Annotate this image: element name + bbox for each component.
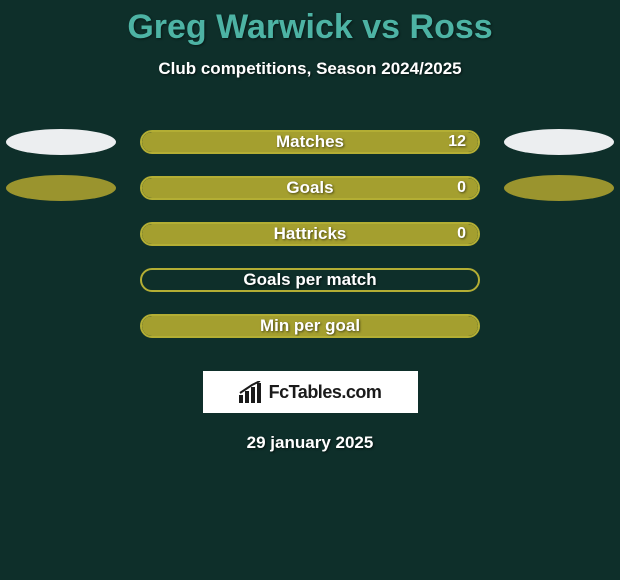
- page-title: Greg Warwick vs Ross: [0, 8, 620, 47]
- stat-row: Hattricks 0: [0, 211, 620, 257]
- bar-label: Hattricks: [274, 224, 347, 244]
- logo-box: FcTables.com: [203, 371, 418, 413]
- subtitle: Club competitions, Season 2024/2025: [0, 59, 620, 79]
- logo-chart-icon: [239, 381, 265, 403]
- date-text: 29 january 2025: [0, 433, 620, 453]
- stats-block: Matches 12 Goals 0 Hattricks 0 Goals per match…: [0, 119, 620, 349]
- bar-label: Goals: [286, 178, 333, 198]
- bar-value: 0: [457, 225, 466, 243]
- stat-bar: Min per goal: [140, 314, 480, 338]
- stat-row: Matches 12: [0, 119, 620, 165]
- bar-label: Goals per match: [243, 270, 376, 290]
- stat-row: Min per goal: [0, 303, 620, 349]
- logo-text: FcTables.com: [269, 382, 382, 403]
- bar-label: Matches: [276, 132, 344, 152]
- bar-value: 0: [457, 179, 466, 197]
- stat-row: Goals 0: [0, 165, 620, 211]
- stat-bar: Hattricks 0: [140, 222, 480, 246]
- stat-row: Goals per match: [0, 257, 620, 303]
- stat-bar: Goals per match: [140, 268, 480, 292]
- bar-value: 12: [448, 133, 466, 151]
- stat-bar: Matches 12: [140, 130, 480, 154]
- stat-bar: Goals 0: [140, 176, 480, 200]
- right-ellipse: [504, 175, 614, 201]
- left-ellipse: [6, 175, 116, 201]
- comparison-card: Greg Warwick vs Ross Club competitions, …: [0, 0, 620, 453]
- bar-label: Min per goal: [260, 316, 360, 336]
- left-ellipse: [6, 129, 116, 155]
- right-ellipse: [504, 129, 614, 155]
